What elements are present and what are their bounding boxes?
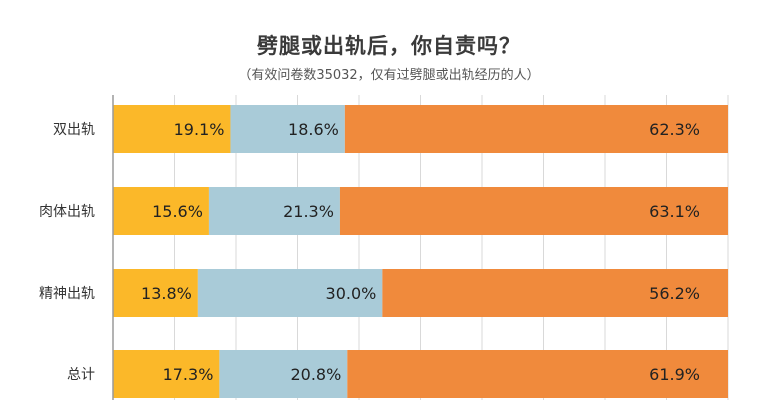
chart-title: 劈腿或出轨后，你自责吗？ <box>257 34 521 58</box>
category-label-1: 肉体出轨 <box>39 204 95 220</box>
bar-segment-2-0 <box>113 269 198 317</box>
bar-segment-1-1 <box>208 187 340 235</box>
bar-segment-0-2 <box>344 105 728 153</box>
value-label-3-2: 61.9% <box>649 365 700 384</box>
bar-segment-3-1 <box>219 350 348 398</box>
value-label-3-1: 20.8% <box>290 365 341 384</box>
value-label-2-2: 56.2% <box>649 284 700 303</box>
value-label-1-1: 21.3% <box>283 202 334 221</box>
value-label-2-1: 30.0% <box>326 284 377 303</box>
label-layer: 双出轨 19.1% 18.6% 62.3% 肉体出轨 15.6% 21.3% 63.1% 精神出… <box>39 120 700 384</box>
value-label-0-0: 19.1% <box>174 120 225 139</box>
category-label-2: 精神出轨 <box>39 286 95 302</box>
bar-segment-0-1 <box>230 105 345 153</box>
value-label-3-0: 17.3% <box>163 365 214 384</box>
bar-segment-3-2 <box>347 350 728 398</box>
value-label-0-1: 18.6% <box>288 120 339 139</box>
bar-segment-2-1 <box>197 269 383 317</box>
bar-segment-0-0 <box>113 105 231 153</box>
bar-layer <box>113 105 728 398</box>
category-label-3: 总计 <box>67 367 95 383</box>
value-label-2-0: 13.8% <box>141 284 192 303</box>
bar-segment-3-0 <box>113 350 220 398</box>
bar-segment-1-2 <box>339 187 728 235</box>
value-label-0-2: 62.3% <box>649 120 700 139</box>
value-label-1-2: 63.1% <box>649 202 700 221</box>
bar-segment-1-0 <box>113 187 209 235</box>
value-label-1-0: 15.6% <box>152 202 203 221</box>
bar-segment-2-2 <box>382 269 728 317</box>
category-label-0: 双出轨 <box>53 122 95 138</box>
chart-subtitle: （有效问卷数35032，仅有过劈腿或出轨经历的人） <box>238 68 540 83</box>
